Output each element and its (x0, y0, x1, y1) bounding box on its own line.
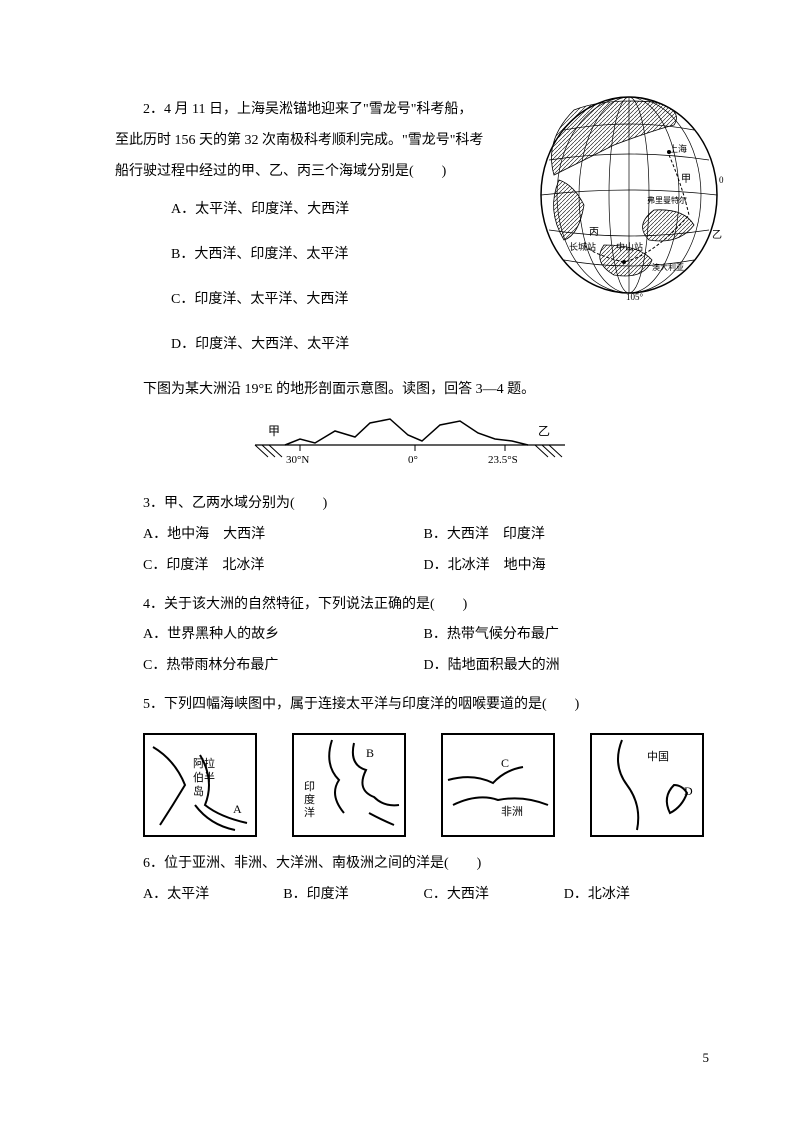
q6-stem: 6．位于亚洲、非洲、大洋洲、南极洲之间的洋是( ) (115, 849, 704, 880)
q6-option-c: C．大西洋 (424, 880, 564, 911)
q4-stem: 4．关于该大洲的自然特征，下列说法正确的是( ) (115, 590, 704, 621)
globe-fremantle-label: 弗里曼特尔 (647, 195, 687, 205)
q4-option-b: B．热带气候分布最广 (424, 620, 705, 651)
strait-map-a: 阿拉 伯半 岛 A (143, 733, 257, 837)
svg-text:中国: 中国 (647, 750, 669, 763)
globe-australia-label: 澳大利亚 (652, 262, 684, 272)
q3-option-b: B．大西洋 印度洋 (424, 520, 705, 551)
globe-changcheng-label: 长城站 (569, 241, 596, 252)
svg-text:D: D (684, 784, 693, 798)
svg-text:岛: 岛 (193, 784, 204, 798)
intro-q3q4: 下图为某大洲沿 19°E 的地形剖面示意图。读图，回答 3—4 题。 (115, 375, 704, 406)
q3-stem: 3．甲、乙两水域分别为( ) (115, 489, 704, 520)
terrain-profile-figure: 甲 乙 30°N 0° 23.5°S (115, 413, 704, 481)
q2-stem: 2．4 月 11 日，上海吴淞锚地迎来了"雪龙号"科考船，至此历时 156 天的… (115, 95, 485, 187)
q6-option-d: D．北冰洋 (564, 880, 704, 911)
svg-text:阿拉: 阿拉 (193, 756, 215, 770)
globe-bing-label: 丙 (589, 227, 599, 238)
svg-text:伯半: 伯半 (193, 770, 215, 784)
page-number: 5 (703, 1044, 710, 1073)
svg-text:A: A (233, 802, 242, 816)
globe-shanghai-label: 上海 (669, 143, 687, 154)
strait-map-b: 印 度 洋 B (292, 733, 406, 837)
globe-0-label: 0° (719, 175, 724, 185)
globe-yi-label: 乙 (712, 229, 722, 241)
strait-map-d: 中国 D (590, 733, 704, 837)
profile-tick2: 0° (408, 454, 418, 466)
q3-option-c: C．印度洋 北冰洋 (143, 551, 424, 582)
svg-text:C: C (501, 756, 509, 770)
q6-option-a: A．太平洋 (143, 880, 283, 911)
globe-jia-label: 甲 (681, 174, 691, 185)
q2-option-d: D．印度洋、大西洋、太平洋 (143, 330, 704, 361)
strait-map-c: 非洲 C (441, 733, 555, 837)
q4-option-a: A．世界黑种人的故乡 (143, 620, 424, 651)
svg-text:印: 印 (304, 780, 315, 793)
q3-option-a: A．地中海 大西洋 (143, 520, 424, 551)
q6-option-b: B．印度洋 (283, 880, 423, 911)
strait-maps-row: 阿拉 伯半 岛 A 印 度 洋 B 非洲 C (143, 733, 704, 837)
globe-zhongshan-label: 中山站 (616, 241, 643, 252)
svg-text:度: 度 (304, 792, 315, 806)
svg-text:洋: 洋 (304, 805, 315, 819)
svg-text:非洲: 非洲 (501, 805, 523, 818)
profile-tick1: 30°N (286, 454, 309, 466)
globe-map-figure: 上海 甲 弗里曼特尔 长城站 中山站 丙 乙 澳大利亚 0° 105° (534, 90, 724, 300)
q3-option-d: D．北冰洋 地中海 (424, 551, 705, 582)
profile-right-label: 乙 (538, 424, 550, 438)
q4-option-d: D．陆地面积最大的洲 (424, 651, 705, 682)
profile-tick3: 23.5°S (488, 454, 518, 466)
globe-105-label: 105° (626, 292, 644, 300)
svg-text:B: B (366, 746, 374, 760)
profile-left-label: 甲 (268, 424, 280, 438)
q5-stem: 5．下列四幅海峡图中，属于连接太平洋与印度洋的咽喉要道的是( ) (115, 690, 704, 721)
q4-option-c: C．热带雨林分布最广 (143, 651, 424, 682)
